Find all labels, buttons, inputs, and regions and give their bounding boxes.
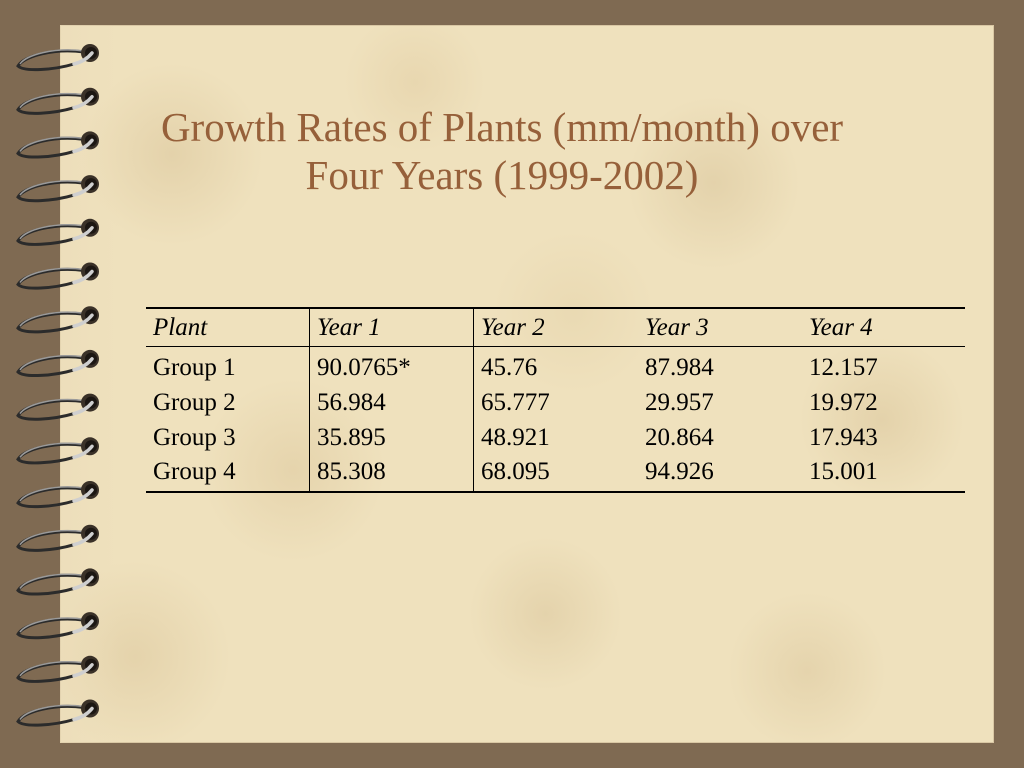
table-row: Group 1 90.0765* 45.76 87.984 12.157 [146,346,965,385]
table-cell: 45.76 [481,354,538,381]
header-year-2: Year 2 [481,314,545,341]
table-cell: 19.972 [809,389,878,416]
spiral-ring-icon [16,568,99,596]
table-cell: 35.895 [309,420,474,455]
spiral-ring-icon [16,437,99,465]
table-cell: Group 4 [146,455,310,492]
table-cell: Group 1 [146,346,310,385]
table-cell: Group 2 [146,385,310,420]
slide-title: Growth Rates of Plants (mm/month) over F… [37,103,967,199]
notebook-page [60,25,994,743]
header-year-3: Year 3 [645,314,709,341]
spiral-ring-icon [16,218,99,246]
title-line-1: Growth Rates of Plants (mm/month) over [160,104,844,150]
spiral-ring-icon [16,349,99,377]
table-cell: Group 3 [146,420,310,455]
table-cell: 17.943 [809,424,878,451]
spiral-ring-icon [16,699,99,727]
table-cell: 20.864 [645,424,714,451]
growth-rates-table: Plant Year 1 Year 2 Year 3 Year 4 Group … [146,307,965,493]
spiral-ring-icon [16,262,99,290]
header-year-4: Year 4 [809,314,873,341]
spiral-ring-icon [16,393,99,421]
spiral-ring-icon [16,306,99,334]
spiral-ring-icon [16,524,99,552]
spiral-ring-icon [16,131,99,159]
spiral-ring-icon [16,612,99,640]
table-cell: 90.0765* [309,346,474,385]
table-row: Group 3 35.895 48.921 20.864 17.943 [146,420,965,455]
table-cell: 87.984 [645,354,714,381]
table-cell: 94.926 [645,458,714,485]
table-cell: 85.308 [309,455,474,492]
table-cell: 65.777 [481,389,550,416]
table-cell: 15.001 [809,458,878,485]
spiral-ring-icon [16,481,99,509]
table-header-row: Plant Year 1 Year 2 Year 3 Year 4 [146,308,965,347]
title-line-2: Four Years (1999-2002) [305,152,699,198]
table-cell: 48.921 [481,424,550,451]
header-year-1: Year 1 [309,308,474,347]
spiral-binding-icon [16,44,99,727]
spiral-ring-icon [16,655,99,683]
table-row: Group 4 85.308 68.095 94.926 15.001 [146,455,965,492]
table-row: Group 2 56.984 65.777 29.957 19.972 [146,385,965,420]
spiral-ring-icon [16,44,99,72]
table-cell: 12.157 [809,354,878,381]
table-cell: 29.957 [645,389,714,416]
spiral-ring-icon [16,87,99,115]
table-cell: 56.984 [309,385,474,420]
header-plant: Plant [146,308,310,347]
table-cell: 68.095 [481,458,550,485]
spiral-ring-icon [16,175,99,203]
